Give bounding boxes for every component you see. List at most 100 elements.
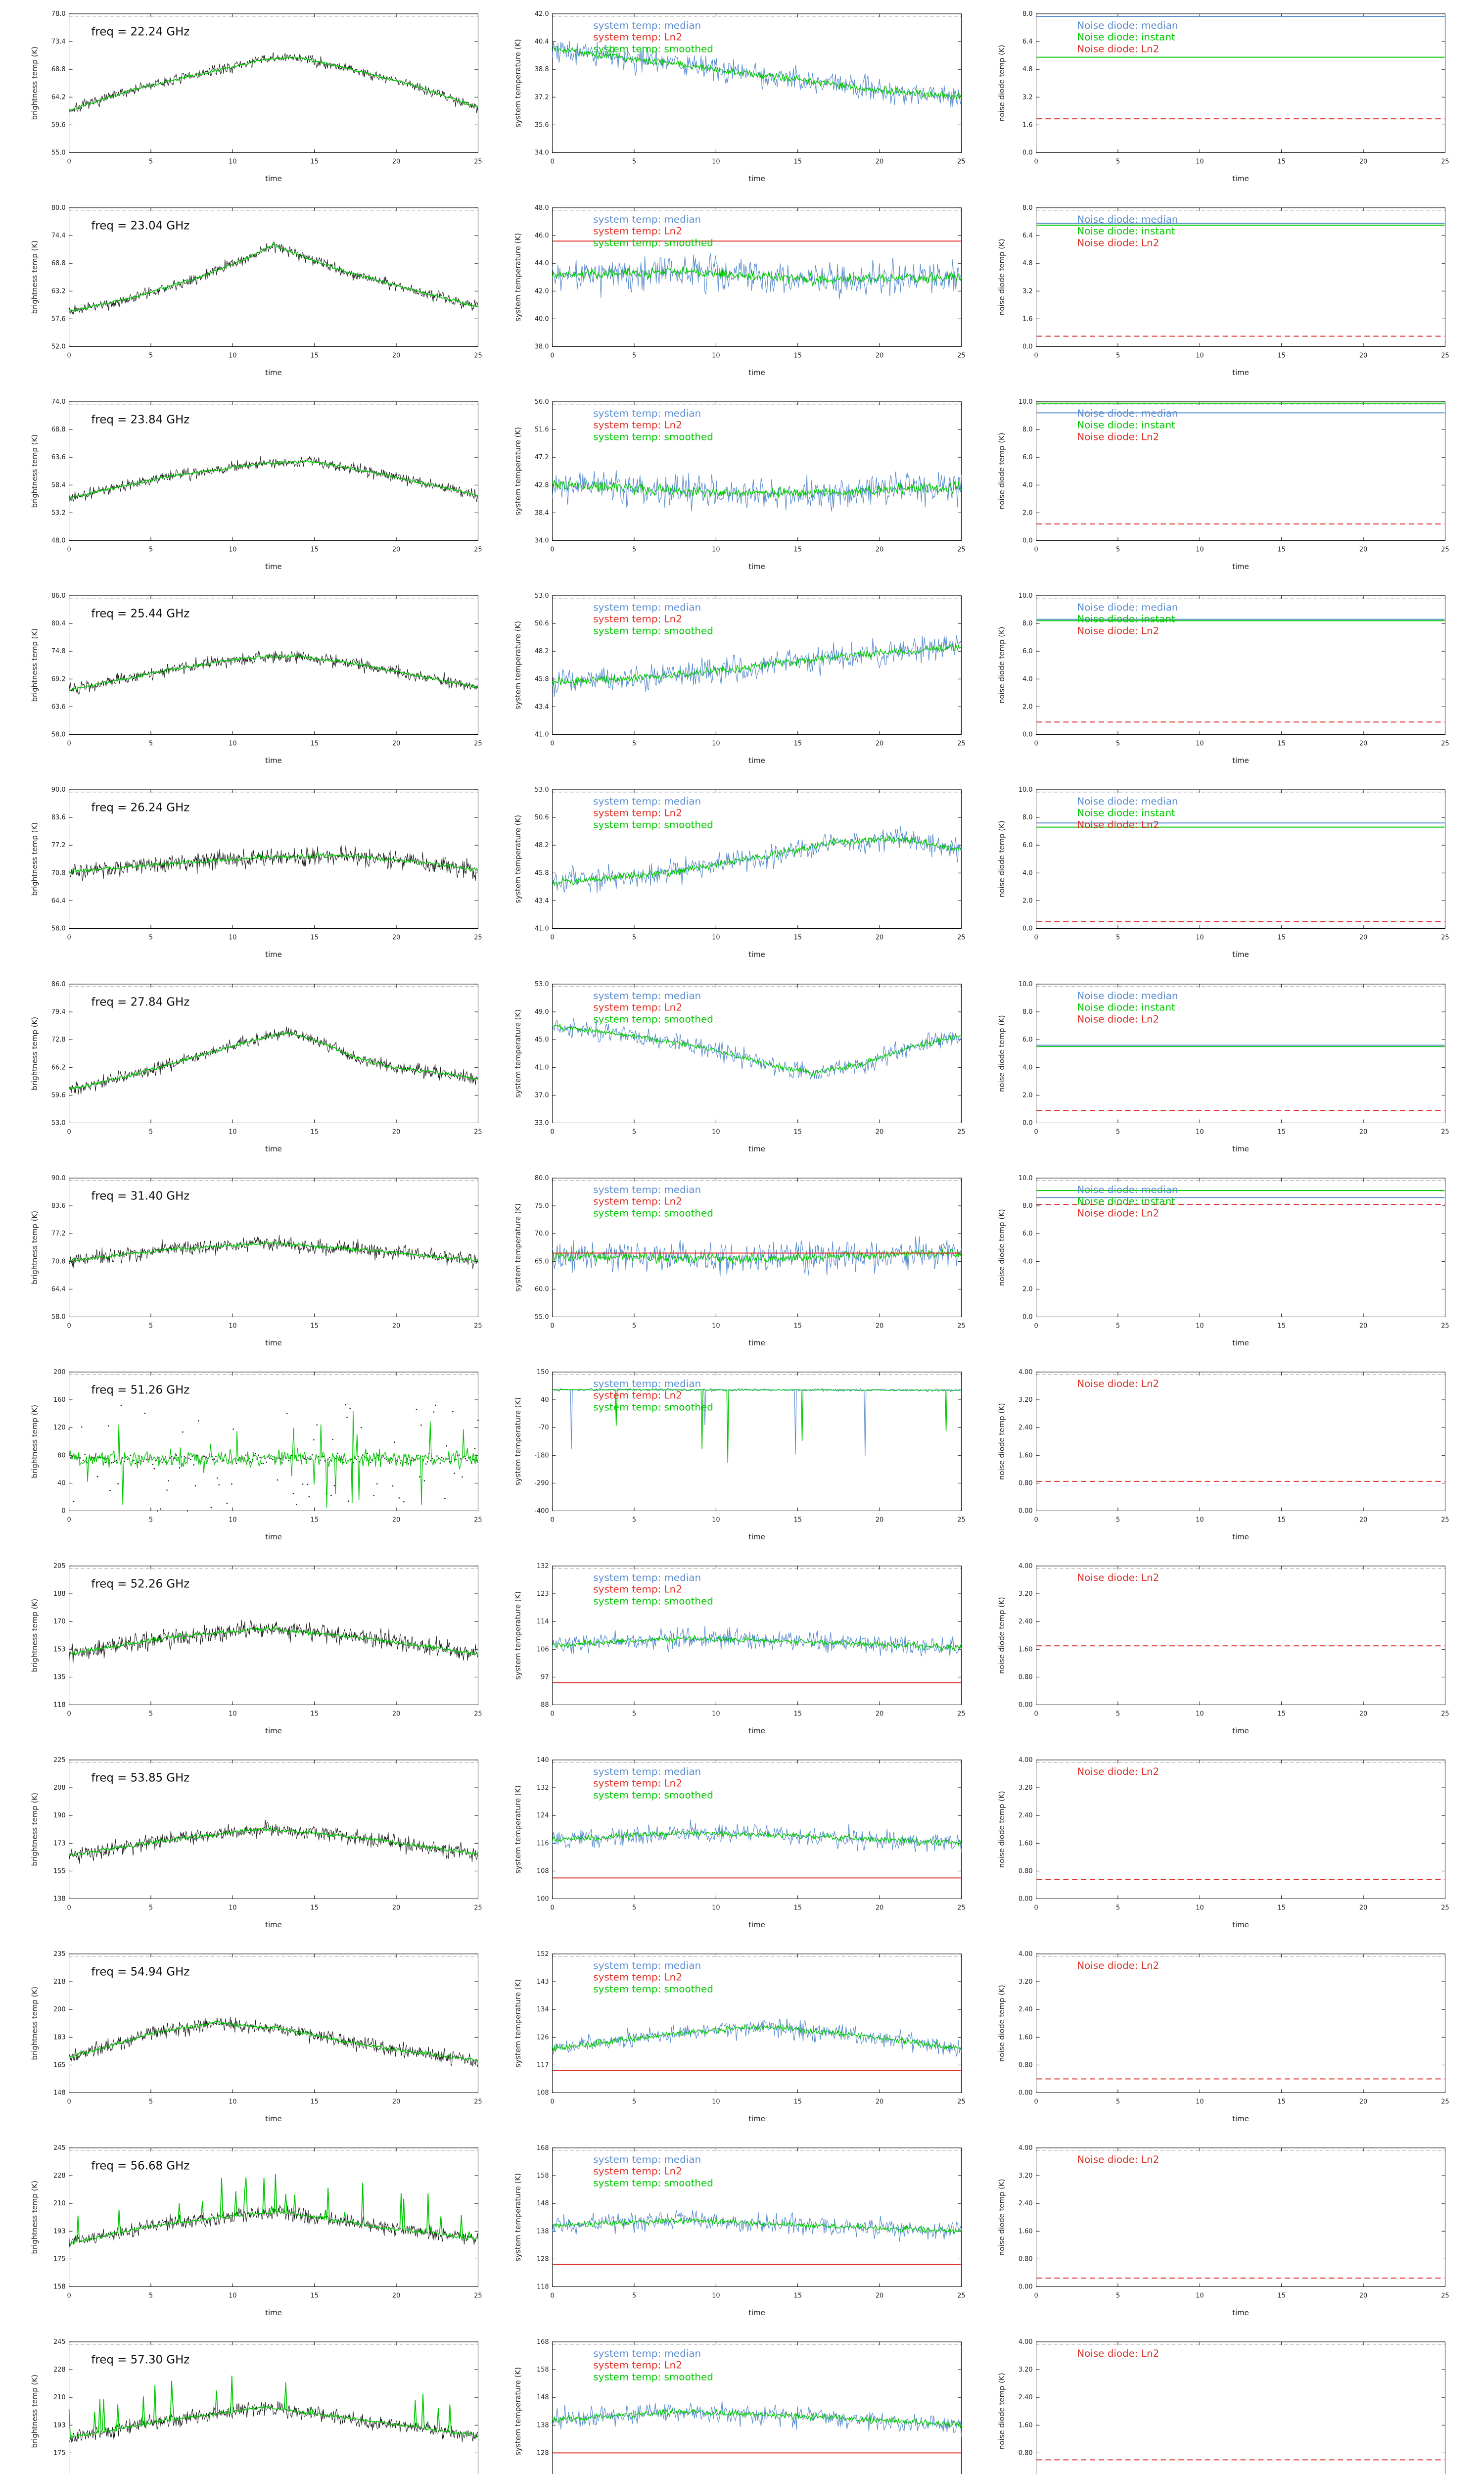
y-tick-label: 64.4 xyxy=(51,898,66,905)
freq-label: freq = 23.04 GHz xyxy=(91,220,189,233)
tsys-smoothed-series xyxy=(552,2023,962,2053)
plot-row-57.30GHz: 0510152025158175193210228245timebrightne… xyxy=(27,2334,1457,2474)
y-tick-label: 90.0 xyxy=(51,786,66,794)
x-tick-label: 0 xyxy=(551,546,555,554)
y-tick-label: 1.60 xyxy=(1018,2034,1032,2041)
tsys-median-series xyxy=(552,253,962,299)
y-tick-label: 48.0 xyxy=(535,204,549,212)
y-tick-label: 132 xyxy=(537,1563,549,1570)
plot-frame xyxy=(69,1760,478,1899)
y-tick-label: 1.60 xyxy=(1018,2422,1032,2429)
x-tick-label: 25 xyxy=(958,2292,966,2300)
tsys-legend-median: system temp: median xyxy=(594,1378,701,1389)
tsys-legend-median: system temp: median xyxy=(594,20,701,31)
tsys-panel-23.84GHz: 0 5 10 15 20 25 34.0 38.4 42.8 47.2 51.6 56.0 time sy… xyxy=(513,398,966,571)
x-tick-label: 15 xyxy=(1277,1128,1285,1136)
raw-panel-23.04GHz: 0 5 10 15 20 25 52.0 57.6 63.2 68.8 74.4 80.0 time br… xyxy=(30,204,482,377)
y-tick-label: 150 xyxy=(537,1369,549,1376)
x-tick-label: 20 xyxy=(1359,1516,1367,1523)
y-tick-label: 58.0 xyxy=(51,731,66,739)
y-tick-label: 138 xyxy=(537,2422,549,2429)
y-tick-label: 6.0 xyxy=(1022,454,1033,461)
plot-frame xyxy=(69,595,478,735)
y-tick-label: 55.0 xyxy=(535,1313,549,1321)
x-tick-label: 20 xyxy=(1359,2098,1367,2106)
x-tick-label: 10 xyxy=(1196,1128,1204,1136)
x-tick-label: 10 xyxy=(229,1322,236,1330)
tsys-panel-54.94GHz: 0 5 10 15 20 25 108 117 126 134 143 152 time system t… xyxy=(513,1951,966,2123)
x-tick-label: 5 xyxy=(149,1904,153,1911)
x-tick-label: 20 xyxy=(1359,1710,1367,1717)
x-tick-label: 5 xyxy=(632,2292,636,2300)
tsys-median-series xyxy=(552,826,962,893)
x-tick-label: 15 xyxy=(794,158,802,165)
y-axis-label: brightness temp (K) xyxy=(30,1211,39,1285)
x-tick-label: 10 xyxy=(1196,740,1204,748)
plot-frame xyxy=(69,13,478,153)
y-tick-label: 41.0 xyxy=(535,1064,549,1071)
y-tick-label: 120 xyxy=(53,1424,66,1431)
x-tick-label: 15 xyxy=(1277,1516,1285,1523)
y-tick-label: 135 xyxy=(53,1673,66,1681)
plot-row-51.26GHz: 0 5 10 15 20 25 0 40 80 120 160 200 time brightness t… xyxy=(27,1364,1457,1551)
y-tick-label: 64.4 xyxy=(51,1285,66,1293)
y-tick-label: 1.60 xyxy=(1018,1646,1032,1653)
x-tick-label: 5 xyxy=(1115,1322,1119,1330)
y-tick-label: 10.0 xyxy=(1018,398,1032,406)
x-tick-label: 25 xyxy=(958,1128,966,1136)
y-tick-label: 140 xyxy=(537,1757,549,1764)
x-tick-label: 25 xyxy=(1441,1128,1449,1136)
y-tick-label: 138 xyxy=(537,2228,549,2235)
y-tick-label: 116 xyxy=(537,1840,549,1847)
tsys-legend-smoothed: system temp: smoothed xyxy=(594,2372,714,2383)
plot-frame xyxy=(1035,983,1445,1123)
x-tick-label: 5 xyxy=(632,1322,636,1330)
y-tick-label: 53.2 xyxy=(51,510,66,517)
y-tick-label: 10.0 xyxy=(1018,786,1032,794)
plot-row-23.04GHz: 0 5 10 15 20 25 52.0 57.6 63.2 68.8 74.4 80.0 time br… xyxy=(27,200,1457,387)
x-axis-label: time xyxy=(748,174,765,183)
y-tick-label: 8.0 xyxy=(1022,620,1033,627)
x-tick-label: 0 xyxy=(551,2098,555,2106)
x-tick-label: 25 xyxy=(474,740,482,748)
x-tick-label: 10 xyxy=(229,546,236,554)
x-tick-label: 10 xyxy=(229,934,236,942)
plot-frame xyxy=(1035,1372,1445,1511)
raw-panel-56.68GHz: 0 5 10 15 20 25 158 175 193 210 228 245 time brightne… xyxy=(30,2144,482,2317)
plot-frame xyxy=(69,1178,478,1317)
y-tick-label: 86.0 xyxy=(51,980,66,988)
y-tick-label: 0.0 xyxy=(1022,731,1033,739)
x-tick-label: 0 xyxy=(1034,158,1038,165)
tsys-smoothed-series xyxy=(552,644,962,686)
x-tick-label: 5 xyxy=(1115,158,1119,165)
freq-label: freq = 57.30 GHz xyxy=(91,2354,189,2367)
raw-series xyxy=(69,650,478,695)
x-tick-label: 25 xyxy=(1441,934,1449,942)
x-axis-label: time xyxy=(1232,174,1249,183)
y-tick-label: 78.0 xyxy=(51,10,66,18)
y-tick-label: 48.2 xyxy=(535,648,549,655)
y-axis-label: system temperature (K) xyxy=(513,1397,522,1485)
y-tick-label: 3.20 xyxy=(1018,1396,1032,1404)
x-tick-label: 20 xyxy=(1359,1904,1367,1911)
x-tick-label: 20 xyxy=(1359,352,1367,360)
x-tick-label: 10 xyxy=(229,1710,236,1717)
x-tick-label: 10 xyxy=(712,1904,720,1911)
plot-row-52.26GHz: 0 5 10 15 20 25 118 135 153 170 188 205 time brightne… xyxy=(27,1558,1457,1745)
tsys-median-series xyxy=(552,2401,962,2437)
diode-panel-54.94GHz: 0 5 10 15 20 25 0.00 0.80 1.60 2.40 3.20 4.00 time no… xyxy=(997,1951,1449,2123)
x-tick-label: 20 xyxy=(1359,740,1367,748)
tsys-panel-27.84GHz: 0 5 10 15 20 25 33.0 37.0 41.0 45.0 49.0 53.0 time sy… xyxy=(513,980,966,1153)
x-axis-label: time xyxy=(748,1532,765,1541)
y-tick-label: 3.2 xyxy=(1022,94,1033,101)
x-tick-label: 20 xyxy=(392,1322,400,1330)
y-tick-label: 64.2 xyxy=(51,94,66,101)
x-tick-label: 20 xyxy=(876,1322,883,1330)
x-axis-label: time xyxy=(265,1338,282,1347)
plot-frame xyxy=(552,1372,962,1511)
y-tick-label: 193 xyxy=(53,2422,66,2429)
diode-legend-median: Noise diode: median xyxy=(1077,408,1178,419)
y-tick-label: 0.80 xyxy=(1018,2450,1032,2457)
x-tick-label: 0 xyxy=(67,1904,71,1911)
